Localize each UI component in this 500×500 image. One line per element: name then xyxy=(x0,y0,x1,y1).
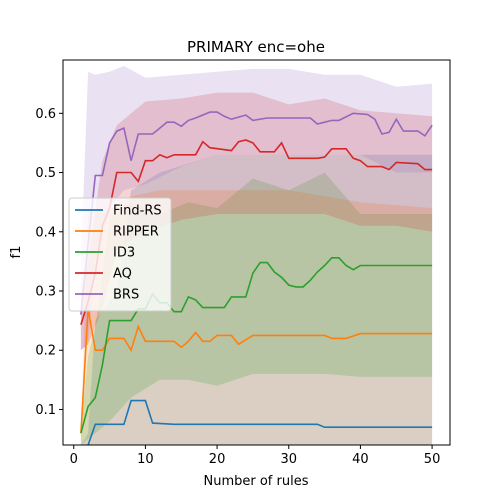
x-tick-label: 20 xyxy=(209,452,226,467)
y-tick-label: 0.1 xyxy=(35,403,56,418)
legend-label-id3: ID3 xyxy=(113,246,135,261)
line-find-rs xyxy=(87,399,433,446)
legend-label-aq: AQ xyxy=(113,267,132,282)
legend-label-find-rs: Find-RS xyxy=(113,204,162,219)
x-tick-label: 50 xyxy=(424,452,441,467)
y-tick-label: 0.5 xyxy=(35,166,56,181)
series-lines xyxy=(80,111,433,446)
y-tick-label: 0.4 xyxy=(35,225,56,240)
legend-box xyxy=(68,197,172,312)
legend: Find-RS RIPPER ID3 AQ BRS xyxy=(68,197,172,312)
x-axis-label: Number of rules xyxy=(204,474,309,489)
legend-label-ripper: RIPPER xyxy=(113,225,159,240)
legend-label-brs: BRS xyxy=(113,288,139,303)
band-brs xyxy=(80,65,433,351)
x-tick-label: 40 xyxy=(352,452,369,467)
x-tick-label: 30 xyxy=(280,452,297,467)
y-axis-label: f1 xyxy=(9,246,24,259)
x-tick-label: 0 xyxy=(70,452,78,467)
line-aq xyxy=(80,139,433,326)
y-tick-label: 0.2 xyxy=(35,344,56,359)
y-tick-label: 0.6 xyxy=(35,107,56,122)
line-brs xyxy=(80,111,433,315)
chart-title: PRIMARY enc=ohe xyxy=(187,38,325,56)
y-axis: 0.1 0.2 0.3 0.4 0.5 0.6 xyxy=(35,107,63,418)
x-axis: 0 10 20 30 40 50 xyxy=(70,445,441,467)
x-tick-label: 10 xyxy=(137,452,154,467)
line-ripper xyxy=(80,308,433,434)
y-tick-label: 0.3 xyxy=(35,285,56,300)
plot-frame xyxy=(62,59,451,446)
